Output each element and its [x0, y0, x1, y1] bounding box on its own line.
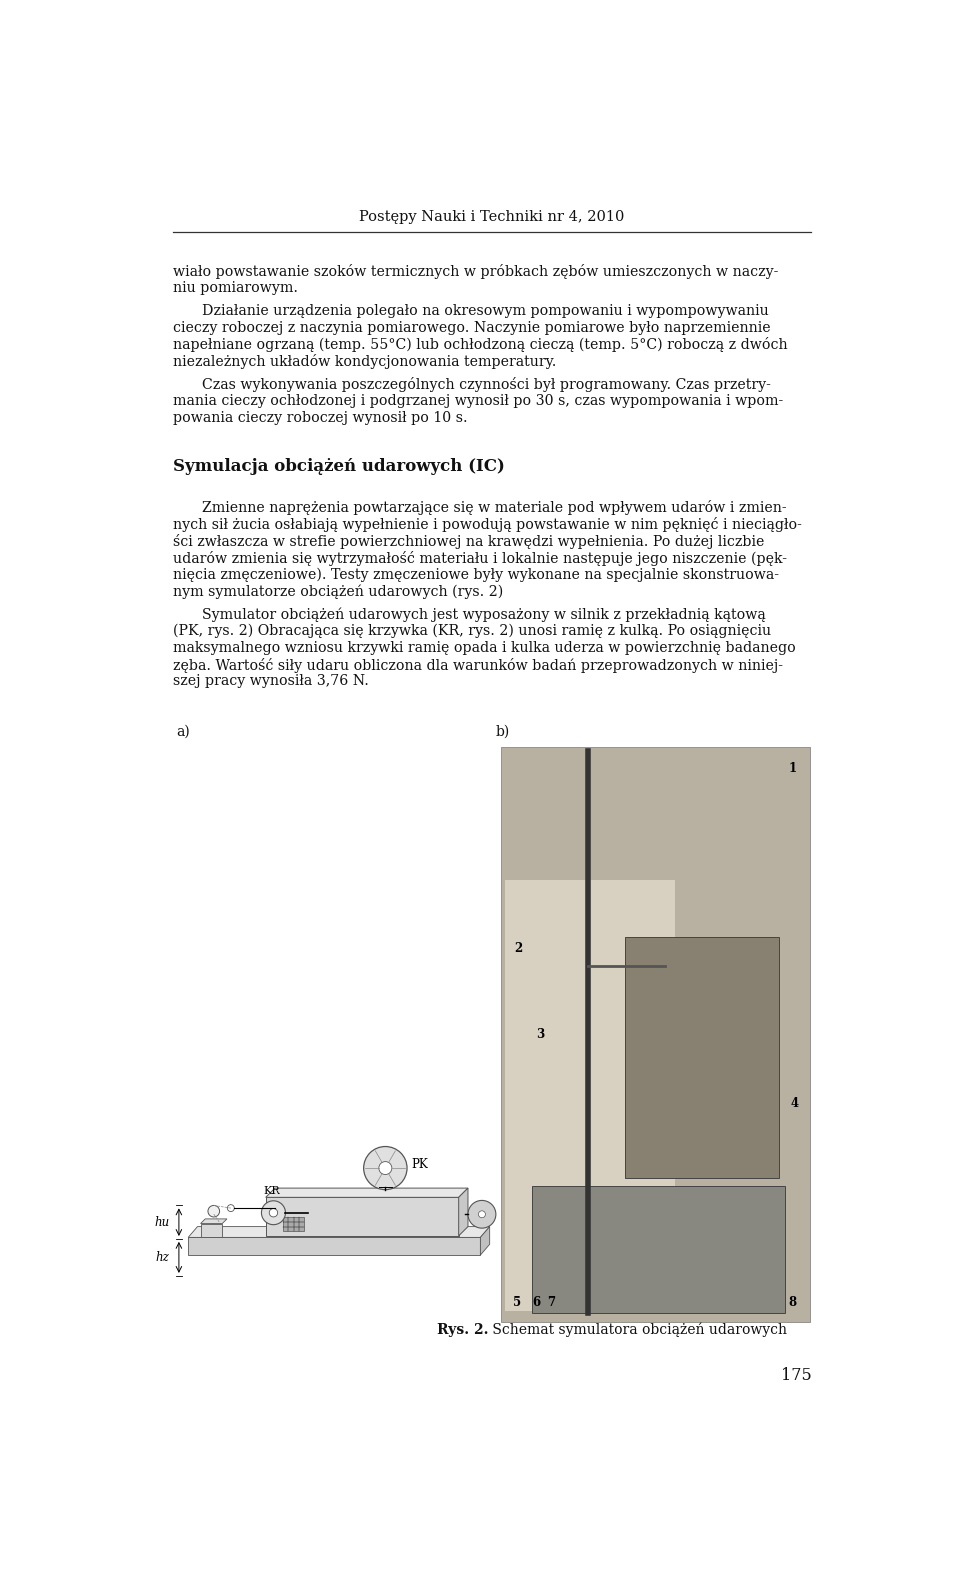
Polygon shape	[188, 1237, 480, 1254]
Circle shape	[364, 1146, 407, 1190]
Bar	[283, 1217, 304, 1231]
Text: 3: 3	[536, 1028, 544, 1041]
Text: 6: 6	[532, 1297, 540, 1309]
Text: 7: 7	[547, 1297, 556, 1309]
Text: 2: 2	[515, 942, 522, 956]
Bar	[501, 747, 809, 1322]
Circle shape	[468, 1201, 496, 1228]
Text: 175: 175	[780, 1366, 811, 1383]
Polygon shape	[201, 1223, 223, 1237]
Text: zęba. Wartość siły udaru obliczona dla warunków badań przeprowadzonych w niniej-: zęba. Wartość siły udaru obliczona dla w…	[173, 657, 782, 673]
Circle shape	[269, 1209, 277, 1217]
Text: szej pracy wynosiła 3,76 N.: szej pracy wynosiła 3,76 N.	[173, 674, 369, 689]
Text: hz: hz	[156, 1251, 170, 1264]
Text: PK: PK	[411, 1157, 427, 1171]
Text: powania cieczy roboczej wynosił po 10 s.: powania cieczy roboczej wynosił po 10 s.	[173, 410, 468, 424]
Text: 8: 8	[788, 1297, 797, 1309]
Text: Symulator obciążeń udarowych jest wyposażony w silnik z przekładnią kątową: Symulator obciążeń udarowych jest wyposa…	[203, 607, 766, 623]
Text: Postępy Nauki i Techniki nr 4, 2010: Postępy Nauki i Techniki nr 4, 2010	[359, 211, 625, 225]
Text: KR: KR	[264, 1187, 280, 1196]
Text: Schemat symulatora obciążeń udarowych: Schemat symulatora obciążeń udarowych	[488, 1324, 787, 1338]
Circle shape	[478, 1210, 486, 1218]
Bar	[505, 880, 675, 1311]
Text: 1: 1	[788, 762, 797, 775]
Circle shape	[261, 1201, 285, 1225]
Text: 5: 5	[513, 1297, 521, 1309]
Circle shape	[228, 1204, 234, 1212]
Text: (PK, rys. 2) Obracająca się krzywka (KR, rys. 2) unosi ramię z kulką. Po osiągni: (PK, rys. 2) Obracająca się krzywka (KR,…	[173, 624, 771, 638]
Text: napełniane ogrzaną (temp. 55°C) lub ochłodzoną cieczą (temp. 5°C) roboczą z dwóc: napełniane ogrzaną (temp. 55°C) lub ochł…	[173, 338, 787, 352]
Circle shape	[379, 1162, 392, 1174]
Text: maksymalnego wzniosu krzywki ramię opada i kulka uderza w powierzchnię badanego: maksymalnego wzniosu krzywki ramię opada…	[173, 641, 796, 656]
Text: Działanie urządzenia polegało na okresowym pompowaniu i wypompowywaniu: Działanie urządzenia polegało na okresow…	[203, 303, 769, 318]
Text: ści zwłaszcza w strefie powierzchniowej na krawędzi wypełnienia. Po dużej liczbi: ści zwłaszcza w strefie powierzchniowej …	[173, 534, 764, 549]
Text: Zmienne naprężenia powtarzające się w materiale pod wpływem udarów i zmien-: Zmienne naprężenia powtarzające się w ma…	[203, 500, 787, 516]
Text: nym symulatorze obciążeń udarowych (rys. 2): nym symulatorze obciążeń udarowych (rys.…	[173, 585, 503, 599]
Text: mania cieczy ochłodzonej i podgrzanej wynosił po 30 s, czas wypompowania i wpom-: mania cieczy ochłodzonej i podgrzanej wy…	[173, 395, 783, 407]
Polygon shape	[480, 1226, 490, 1254]
Text: Rys. 2.: Rys. 2.	[437, 1324, 488, 1338]
Text: wiało powstawanie szoków termicznych w próbkach zębów umieszczonych w naczy-: wiało powstawanie szoków termicznych w p…	[173, 264, 778, 280]
Bar	[532, 1187, 785, 1313]
Text: nych sił żucia osłabiają wypełnienie i powodują powstawanie w nim pęknięć i niec: nych sił żucia osłabiają wypełnienie i p…	[173, 517, 802, 533]
Polygon shape	[266, 1198, 459, 1236]
Text: a): a)	[177, 725, 190, 739]
Text: niu pomiarowym.: niu pomiarowym.	[173, 281, 298, 296]
Text: udarów zmienia się wytrzymałość materiału i lokalnie następuje jego niszczenie (: udarów zmienia się wytrzymałość materiał…	[173, 550, 786, 566]
Text: Czas wykonywania poszczególnych czynności był programowany. Czas przetry-: Czas wykonywania poszczególnych czynnośc…	[203, 377, 771, 391]
Text: nięcia zmęczeniowe). Testy zmęczeniowe były wykonane na specjalnie skonstruowa-: nięcia zmęczeniowe). Testy zmęczeniowe b…	[173, 567, 779, 582]
Polygon shape	[459, 1188, 468, 1236]
Text: niezależnych układów kondycjonowania temperatury.: niezależnych układów kondycjonowania tem…	[173, 354, 556, 369]
Text: Symulacja obciążeń udarowych (IC): Symulacja obciążeń udarowych (IC)	[173, 459, 505, 475]
Circle shape	[208, 1206, 220, 1217]
Bar	[625, 937, 779, 1179]
Polygon shape	[188, 1226, 490, 1237]
Polygon shape	[201, 1218, 227, 1223]
Text: 4: 4	[790, 1097, 799, 1110]
Text: hu: hu	[155, 1215, 170, 1229]
Text: cieczy roboczej z naczynia pomiarowego. Naczynie pomiarowe było naprzemiennie: cieczy roboczej z naczynia pomiarowego. …	[173, 321, 770, 335]
Text: b): b)	[496, 725, 510, 739]
Polygon shape	[266, 1188, 468, 1198]
